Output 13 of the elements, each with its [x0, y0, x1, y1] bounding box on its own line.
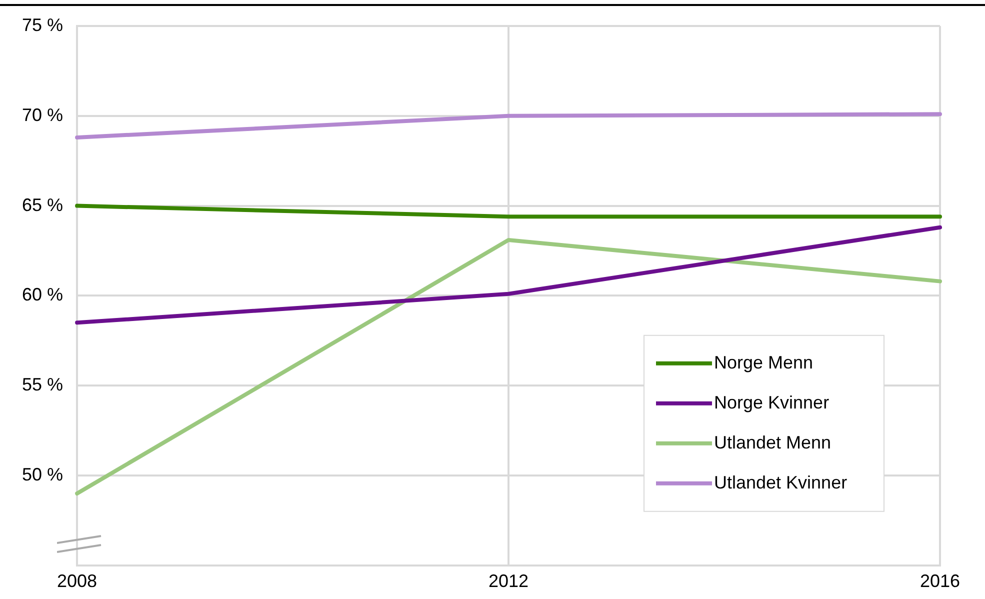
y-tick-label: 65 %	[22, 194, 64, 215]
x-tick-label: 2012	[488, 571, 529, 592]
legend-label: Utlandet Menn	[714, 432, 832, 452]
legend-label: Norge Kvinner	[714, 392, 830, 412]
x-tick-label: 2008	[57, 571, 98, 592]
legend-label: Norge Menn	[714, 352, 814, 372]
legend-label: Utlandet Kvinner	[714, 472, 848, 492]
y-tick-label: 55 %	[22, 374, 64, 395]
y-tick-label: 75 %	[22, 14, 64, 35]
x-tick-label: 2016	[920, 571, 960, 592]
y-tick-label: 50 %	[22, 464, 64, 484]
y-tick-label: 70 %	[22, 104, 64, 125]
y-tick-label: 60 %	[22, 284, 64, 305]
